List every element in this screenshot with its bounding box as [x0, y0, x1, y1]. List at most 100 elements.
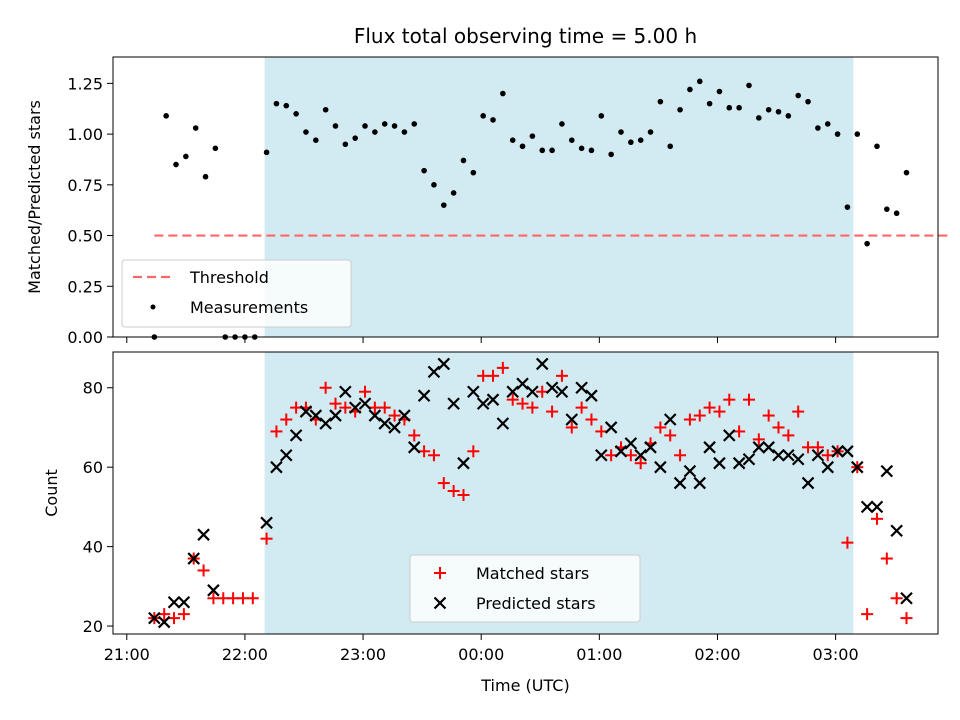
predicted-star-point — [723, 429, 736, 442]
x-stroke-b — [526, 385, 539, 398]
x-stroke-b — [279, 448, 293, 462]
measurement-point — [687, 86, 693, 93]
predicted-star-point — [368, 409, 382, 422]
matched-star-point — [378, 401, 391, 414]
x-stroke-b — [663, 413, 677, 426]
predicted-star-point — [663, 413, 677, 426]
predicted-star-point — [644, 441, 657, 454]
x-stroke-b — [821, 460, 835, 474]
predicted-star-point — [535, 357, 549, 371]
predicted-star-point — [575, 381, 588, 395]
x-stroke-b — [683, 464, 697, 478]
matched-star-point — [565, 421, 578, 434]
predicted-star-point — [187, 552, 201, 565]
predicted-star-point — [299, 405, 313, 418]
matched-star-point — [693, 409, 706, 422]
predicted-star-point — [555, 385, 569, 398]
predicted-star-point — [467, 385, 480, 398]
top-y-tick-label: 0.00 — [67, 328, 103, 347]
measurement-point — [470, 169, 477, 176]
matched-star-point — [595, 425, 608, 438]
measurement-point — [568, 137, 575, 143]
predicted-star-point — [398, 409, 411, 422]
predicted-star-point — [634, 448, 647, 462]
x-stroke-b — [565, 413, 579, 426]
matched-star-point — [624, 449, 637, 462]
measurement-point — [628, 139, 634, 146]
measurement-point — [736, 104, 742, 111]
matched-star-point — [723, 393, 736, 406]
predicted-star-point — [811, 448, 825, 462]
measurement-point — [293, 111, 299, 117]
top-y-tick-label: 0.75 — [67, 176, 103, 195]
matched-star-point — [605, 449, 618, 462]
x-stroke-b — [535, 357, 549, 371]
predicted-star-point — [457, 456, 470, 470]
x-stroke-b — [447, 397, 460, 410]
measurement-point — [559, 121, 565, 127]
matched-star-point — [900, 612, 913, 625]
legend-threshold-label: Threshold — [189, 268, 269, 287]
x-stroke-b — [486, 393, 500, 406]
matched-star-point — [177, 608, 190, 621]
measurement-point — [480, 113, 486, 119]
predicted-star-point — [900, 591, 913, 605]
x-stroke-b — [496, 417, 510, 430]
x-stroke-b — [742, 452, 756, 466]
measurement-point — [322, 106, 329, 113]
predicted-star-point — [683, 464, 697, 478]
measurement-point — [263, 149, 270, 156]
x-stroke-b — [614, 445, 628, 458]
predicted-star-point — [207, 584, 220, 597]
predicted-star-point — [772, 448, 785, 462]
predicted-star-point — [496, 417, 510, 430]
measurement-point — [824, 121, 831, 127]
x-tick-label: 02:00 — [694, 645, 740, 664]
x-stroke-b — [457, 456, 470, 470]
x-stroke-b — [437, 357, 451, 371]
x-stroke-b — [348, 401, 362, 414]
predicted-star-point — [821, 460, 835, 474]
predicted-star-point — [177, 595, 191, 609]
x-stroke-b — [634, 448, 647, 462]
matched-star-point — [457, 488, 470, 501]
x-stroke-b — [555, 385, 569, 398]
predicted-star-point — [732, 456, 746, 470]
x-stroke-b — [207, 584, 220, 597]
predicted-star-point — [417, 389, 431, 402]
x-stroke-b — [831, 445, 844, 458]
x-stroke-b — [732, 456, 746, 470]
x-stroke-b — [368, 409, 382, 422]
x-tick-label: 03:00 — [813, 645, 859, 664]
matched-star-point — [158, 608, 171, 621]
x-stroke-b — [398, 409, 411, 422]
x-stroke-b — [791, 452, 805, 466]
measurement-point — [893, 210, 900, 217]
measurement-point — [805, 98, 811, 105]
measurement-point — [864, 240, 870, 247]
predicted-star-point — [378, 417, 391, 430]
matched-star-point — [437, 477, 450, 490]
x-stroke-b — [752, 441, 766, 454]
matched-star-point — [427, 449, 440, 462]
predicted-star-point — [860, 500, 874, 514]
predicted-star-point — [801, 476, 815, 490]
bottom-y-axis-label: Count — [42, 469, 61, 517]
x-stroke-b — [329, 409, 342, 422]
legend-matched-label: Matched stars — [476, 564, 589, 583]
predicted-star-point — [319, 417, 332, 430]
matched-star-point — [762, 409, 775, 422]
x-stroke-b — [782, 448, 795, 462]
bottom-y-tick-label: 40 — [83, 538, 103, 557]
measurement-point — [183, 153, 189, 160]
measurement-point — [578, 145, 585, 152]
matched-star-point — [575, 401, 588, 414]
measurement-point — [372, 129, 378, 135]
predicted-star-point — [516, 377, 529, 391]
matched-star-point — [329, 397, 342, 410]
matched-star-point — [487, 369, 500, 382]
legend-x-marker — [433, 596, 447, 610]
top-y-tick-label: 1.25 — [67, 74, 103, 93]
predicted-star-point — [595, 448, 608, 462]
legend-matched-swatch — [434, 567, 446, 579]
